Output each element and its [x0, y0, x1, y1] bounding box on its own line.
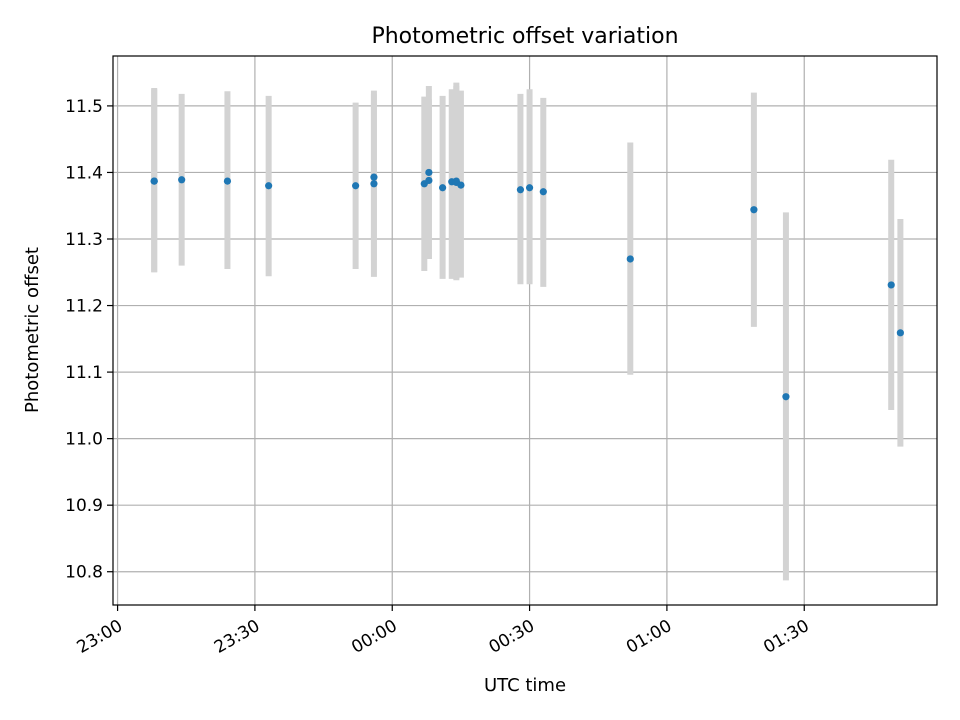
data-point: [626, 255, 634, 263]
data-point: [150, 177, 158, 185]
data-point: [425, 168, 433, 177]
y-tick-label: 11.3: [65, 230, 103, 250]
data-point: [370, 173, 378, 181]
y-tick-label: 11.2: [65, 297, 103, 317]
y-tick-label: 11.0: [65, 430, 103, 450]
data-point: [370, 180, 378, 188]
data-point: [525, 184, 534, 192]
data-point: [750, 206, 758, 214]
data-points: [150, 168, 904, 401]
data-point: [223, 177, 232, 185]
data-point: [457, 181, 465, 189]
data-point: [425, 176, 433, 185]
data-point: [782, 393, 790, 401]
y-axis-label: Photometric offset: [22, 247, 43, 413]
data-point: [178, 176, 186, 184]
data-point: [896, 329, 904, 337]
y-tick-label: 11.1: [65, 363, 103, 383]
y-tick-label: 10.9: [65, 496, 103, 516]
data-point: [439, 184, 447, 192]
grid: [113, 56, 937, 605]
data-point: [352, 182, 360, 190]
chart-title: Photometric offset variation: [371, 24, 678, 49]
data-point: [516, 186, 525, 194]
plot-area: [113, 56, 937, 605]
data-point: [265, 182, 273, 190]
y-tick-label: 11.4: [65, 163, 103, 183]
data-point: [887, 281, 895, 289]
y-tick-label: 11.5: [65, 97, 103, 117]
y-axis-ticks: 10.8 10.9 11.0 11.1 11.2 11.3 11.4 11.5: [65, 97, 113, 583]
y-tick-label: 10.8: [65, 563, 103, 583]
plot-frame: [112, 55, 938, 606]
x-axis-label: UTC time: [484, 675, 566, 696]
data-point: [539, 188, 547, 196]
